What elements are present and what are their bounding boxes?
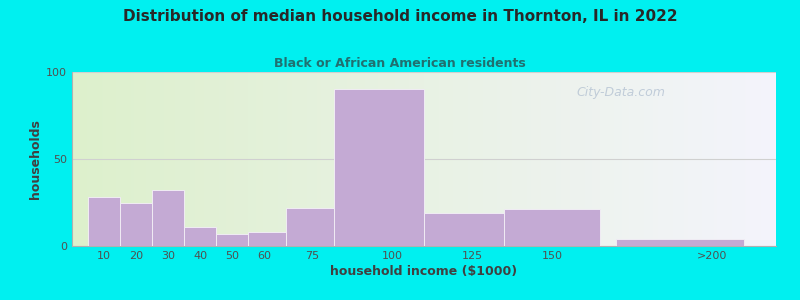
Bar [616, 239, 744, 246]
Bar [248, 232, 286, 246]
Bar [334, 89, 424, 246]
Text: Distribution of median household income in Thornton, IL in 2022: Distribution of median household income … [122, 9, 678, 24]
Bar [88, 197, 120, 246]
Bar [216, 234, 248, 246]
Bar [120, 202, 152, 246]
Text: City-Data.com: City-Data.com [577, 86, 666, 99]
Bar [184, 227, 216, 246]
Bar [286, 208, 334, 246]
Bar [152, 190, 184, 246]
Bar [424, 213, 504, 246]
Text: Black or African American residents: Black or African American residents [274, 57, 526, 70]
Y-axis label: households: households [29, 119, 42, 199]
Bar [504, 209, 600, 246]
X-axis label: household income ($1000): household income ($1000) [330, 265, 518, 278]
